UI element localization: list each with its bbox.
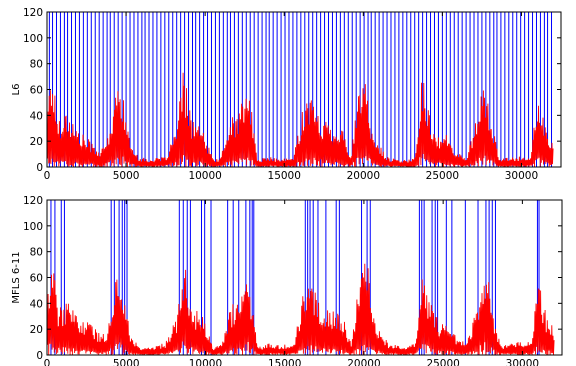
x-tick-label-top-30000: 30000 <box>505 170 538 182</box>
y-axis-label-bottom: MFLS 6-11 <box>11 251 22 303</box>
trace-top <box>46 72 554 168</box>
ticks-bottom: 0 5000 10000 15000 20000 25000 30000 0 20 40 60 80 1… <box>23 195 562 366</box>
y-tick-label-top-120: 120 <box>23 7 43 19</box>
x-tick-label-bottom-10000: 10000 <box>189 358 222 366</box>
y-tick-label-top-80: 80 <box>30 59 43 71</box>
x-tick-label-top-15000: 15000 <box>268 170 301 182</box>
trace-bottom <box>46 263 555 356</box>
y-tick-label-top-60: 60 <box>30 85 43 97</box>
y-axis-label-top: L6 <box>11 84 22 96</box>
x-tick-label-bottom-15000: 15000 <box>268 358 301 366</box>
x-tick-label-bottom-0: 0 <box>44 358 51 366</box>
x-tick-label-bottom-25000: 25000 <box>426 358 459 366</box>
y-tick-label-bottom-60: 60 <box>30 273 43 285</box>
ticks-top: 0 5000 10000 15000 20000 25000 30000 0 20 40 60 80 1… <box>23 7 561 182</box>
y-tick-label-bottom-80: 80 <box>30 247 43 259</box>
x-tick-label-bottom-30000: 30000 <box>506 358 539 366</box>
y-tick-label-bottom-120: 120 <box>23 195 43 207</box>
x-tick-label-bottom-20000: 20000 <box>347 358 380 366</box>
y-tick-label-bottom-20: 20 <box>30 324 43 336</box>
y-tick-label-bottom-40: 40 <box>30 298 43 310</box>
trace-line-bottom <box>46 263 555 356</box>
chart-top: 0 5000 10000 15000 20000 25000 30000 0 20 40 60 80 1… <box>11 7 562 182</box>
x-tick-label-top-0: 0 <box>44 170 51 182</box>
y-tick-label-top-20: 20 <box>30 136 43 148</box>
chart-bottom: 0 5000 10000 15000 20000 25000 30000 0 20 40 60 80 1… <box>11 195 563 366</box>
x-tick-label-top-10000: 10000 <box>188 170 221 182</box>
y-tick-label-bottom-0: 0 <box>36 350 43 362</box>
x-tick-label-bottom-5000: 5000 <box>113 358 140 366</box>
x-tick-label-top-20000: 20000 <box>347 170 380 182</box>
event-lines-top <box>48 12 553 167</box>
y-tick-label-top-100: 100 <box>23 33 43 45</box>
trace-line-top <box>46 72 554 168</box>
y-tick-label-top-40: 40 <box>30 110 43 122</box>
y-tick-label-bottom-100: 100 <box>23 221 43 233</box>
y-tick-label-top-0: 0 <box>36 162 43 174</box>
x-tick-label-top-5000: 5000 <box>113 170 140 182</box>
x-tick-label-top-25000: 25000 <box>426 170 459 182</box>
